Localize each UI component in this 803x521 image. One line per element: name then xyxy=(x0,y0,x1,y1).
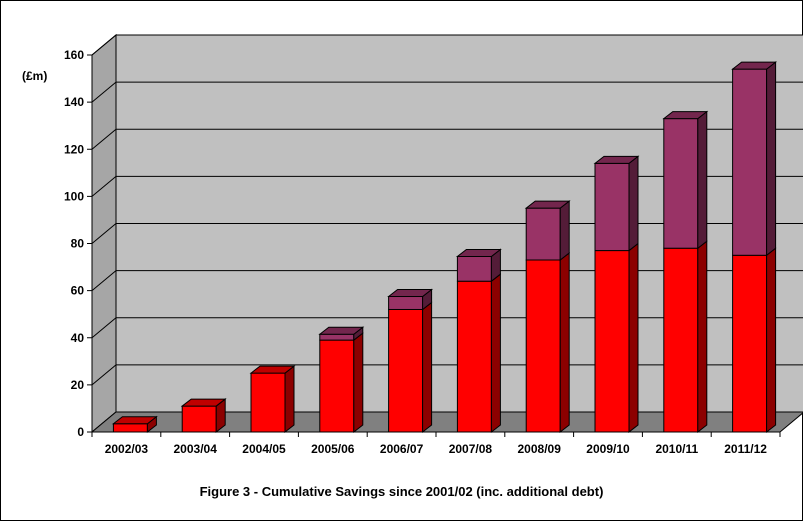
y-axis-label: (£m) xyxy=(22,69,47,83)
bar-series-1-2008/09 xyxy=(525,259,561,433)
y-tick-label: 40 xyxy=(71,331,85,345)
bar-top xyxy=(662,111,709,120)
bar-side xyxy=(353,332,364,434)
bar-series-2-2007/08 xyxy=(456,255,492,282)
bar-series-2-2006/07 xyxy=(388,296,424,310)
bar-series-1-2005/06 xyxy=(319,339,355,433)
x-tick-label: 2006/07 xyxy=(380,442,424,456)
bar-series-1-2006/07 xyxy=(388,308,424,433)
bar-top xyxy=(593,155,640,164)
bar-series-2-2008/09 xyxy=(525,207,561,261)
bar-top xyxy=(318,326,365,335)
bar-top xyxy=(249,365,296,374)
chart-title: Figure 3 - Cumulative Savings since 2001… xyxy=(199,484,604,499)
x-tick-label: 2011/12 xyxy=(724,442,767,456)
bar-side xyxy=(766,61,777,257)
bar-side xyxy=(559,200,570,262)
bar-top xyxy=(731,61,778,70)
bar-series-1-2004/05 xyxy=(250,372,286,433)
x-tick-label: 2003/04 xyxy=(174,442,218,456)
bar-series-2-2009/10 xyxy=(594,162,630,252)
gridline-side xyxy=(91,364,117,386)
bar-side xyxy=(766,247,777,434)
bar-side xyxy=(628,155,639,252)
bar-series-2-2010/11 xyxy=(663,118,699,249)
bar-series-1-2009/10 xyxy=(594,250,630,433)
y-tick-label: 160 xyxy=(64,48,84,62)
x-tick-label: 2010/11 xyxy=(655,442,698,456)
bar-top xyxy=(111,416,158,425)
gridline-side xyxy=(91,270,117,292)
bar-top xyxy=(387,289,434,298)
y-tick-label: 120 xyxy=(64,142,84,156)
gridline-side xyxy=(91,34,117,56)
bar-side xyxy=(490,273,501,434)
y-tick-label: 20 xyxy=(71,378,85,392)
x-tick-label: 2009/10 xyxy=(586,442,630,456)
x-tick-label: 2004/05 xyxy=(242,442,286,456)
bar-series-1-2007/08 xyxy=(456,280,492,433)
x-tick-label: 2005/06 xyxy=(311,442,355,456)
bar-top xyxy=(524,200,571,209)
x-tick-label: 2008/09 xyxy=(518,442,562,456)
bar-chart: 0 20 40 60 80 100 120 140 160 (£m) 2002/03 2003/04 2… xyxy=(22,33,803,456)
bar-side xyxy=(559,251,570,434)
y-tick-label: 0 xyxy=(77,425,84,439)
gridline-side xyxy=(91,81,117,103)
bar-side xyxy=(628,242,639,434)
bar-top xyxy=(180,398,227,407)
gridline-side xyxy=(91,128,117,150)
gridline-side xyxy=(91,317,117,339)
gridline-side xyxy=(91,223,117,244)
bar-series-2-2005/06 xyxy=(319,333,355,341)
bar-side xyxy=(697,240,708,434)
bar-side xyxy=(697,110,708,250)
y-tick-label: 80 xyxy=(71,237,85,251)
y-tick-label: 100 xyxy=(64,189,84,203)
bar-side xyxy=(422,301,433,434)
bar-series-1-2002/03 xyxy=(112,423,148,433)
bar-side xyxy=(284,365,295,434)
bar-top xyxy=(455,248,502,257)
x-tick-label: 2007/08 xyxy=(449,442,493,456)
bar-series-1-2010/11 xyxy=(663,247,699,433)
y-tick-label: 140 xyxy=(64,95,84,109)
y-tick-label: 60 xyxy=(71,284,85,298)
bar-series-1-2003/04 xyxy=(181,405,217,433)
bar-series-1-2011/12 xyxy=(732,254,768,433)
bar-series-2-2011/12 xyxy=(732,68,768,256)
x-tick-label: 2002/03 xyxy=(105,442,149,456)
gridline-side xyxy=(91,175,117,197)
